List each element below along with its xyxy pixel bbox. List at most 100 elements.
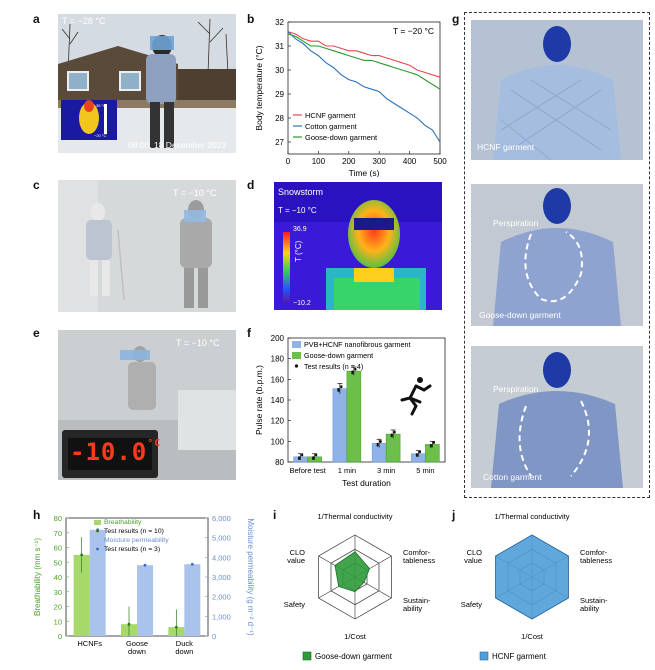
legend-label: Goose-down garment xyxy=(305,133,378,142)
radar-area xyxy=(495,534,569,620)
chart-b: 0 100 200 300 400 500 27 28 29 30 31 32 Time (s) Body… xyxy=(250,12,450,178)
data-point xyxy=(429,443,432,447)
y-tick-label: 29 xyxy=(275,90,284,99)
x-tick-label: 5 min xyxy=(416,466,434,475)
y-axis-label: Pulse rate (b.p.m.) xyxy=(254,365,264,435)
legend-point-marker xyxy=(96,547,99,551)
x-axis-label: Test duration xyxy=(342,478,391,488)
led-display-value: -10.0°C xyxy=(70,438,161,466)
legend-point-marker xyxy=(96,529,99,533)
radar-axis-label: Comfor- xyxy=(580,548,608,557)
y-tick-label: 27 xyxy=(275,138,284,147)
legend-swatch xyxy=(94,520,101,525)
x-tick-label: down xyxy=(128,647,146,656)
temperature-label: T = −28 °C xyxy=(62,16,106,26)
data-point xyxy=(390,433,393,436)
scale-title: T (°C) xyxy=(294,240,303,262)
y-tick-label-right: 2,000 xyxy=(212,593,231,602)
chart-f: 80 100 120 140 160 180 200 Pulse rate (b.p.m.) T… xyxy=(250,328,450,496)
y-tick-label-right: 3,000 xyxy=(212,573,231,582)
series-line xyxy=(287,33,441,90)
y-tick-label: 32 xyxy=(275,18,284,27)
thermal-scale-high: 35 °C xyxy=(96,103,107,108)
legend-label: Test results (n = 3) xyxy=(104,546,160,553)
legend-label: PVB+HCNF nanofibrous garment xyxy=(304,340,410,349)
data-point xyxy=(393,430,396,433)
x-tick-label: 100 xyxy=(312,157,326,166)
data-point xyxy=(432,441,435,444)
radar-axis-label: ability xyxy=(580,604,599,613)
data-point xyxy=(415,454,418,457)
data-point xyxy=(143,563,147,567)
bar-moisture xyxy=(137,565,153,636)
x-axis-label: Time (s) xyxy=(349,168,380,177)
y-tick-label-left: 50 xyxy=(54,558,62,567)
garment-label: HCNF garment xyxy=(477,142,535,152)
radar-axis-label: 1/Cost xyxy=(344,632,367,641)
led-number: -10.0 xyxy=(70,438,148,466)
legend-swatch xyxy=(302,651,312,661)
data-point xyxy=(379,440,382,443)
temperature-label: T = −20 °C xyxy=(393,26,434,36)
legend-swatch xyxy=(94,538,101,543)
data-point xyxy=(337,389,340,392)
y-axis-label-right: Moisture permeability (g m⁻² d⁻¹) xyxy=(246,518,255,636)
y-tick-label-right: 6,000 xyxy=(212,514,231,523)
legend-label: HCNF garment xyxy=(305,111,356,120)
data-point xyxy=(418,450,421,453)
y-tick-label-right: 5,000 xyxy=(212,534,231,543)
panel-letter-f: f xyxy=(247,326,251,340)
data-point xyxy=(298,456,301,459)
y-tick-label-right: 1,000 xyxy=(212,612,231,621)
led-unit: °C xyxy=(147,438,162,449)
radar-axis-label: Safety xyxy=(284,600,306,609)
radar-axis-label: 1/Cost xyxy=(521,632,544,641)
radar-axis-label: Comfor- xyxy=(403,548,431,557)
data-point xyxy=(312,456,315,459)
legend-label: Cotton garment xyxy=(305,122,358,131)
runner-head xyxy=(417,377,423,383)
x-tick-label: 1 min xyxy=(338,466,356,475)
data-point xyxy=(351,372,354,375)
x-tick-label: 300 xyxy=(373,157,387,166)
goose-down-garment-photo: Perspiration Goose-down garment xyxy=(471,184,643,326)
y-tick-label-left: 10 xyxy=(54,617,62,626)
data-point xyxy=(376,442,379,446)
legend-swatch xyxy=(292,341,301,348)
radar-axis-label: CLO xyxy=(290,548,306,557)
data-point xyxy=(429,445,432,448)
radar-axis-label: 1/Thermal conductivity xyxy=(494,512,569,521)
panel-letter-i: i xyxy=(273,508,277,522)
cotton-garment-photo: Perspiration Cotton garment xyxy=(471,346,643,488)
x-tick-label: 3 min xyxy=(377,466,395,475)
radar-axis-label: CLO xyxy=(467,548,483,557)
thermal-scale-low: −20 °C xyxy=(94,133,107,138)
x-tick-label: Before test xyxy=(289,466,326,475)
y-tick-label-left: 70 xyxy=(54,529,62,538)
chart-i: 1/Thermal conductivity Comfor-tableness Su… xyxy=(275,505,445,665)
y-tick-label: 120 xyxy=(271,417,285,426)
bar xyxy=(385,433,401,463)
radar-axis-label: 1/Thermal conductivity xyxy=(317,512,392,521)
y-axis-label-left: Breathability (mm s⁻¹) xyxy=(33,538,42,616)
legend-label: Test results (n = 4) xyxy=(304,362,363,371)
radar-axis-label: ability xyxy=(403,604,422,613)
chart-j: 1/Thermal conductivity Comfor-tableness Su… xyxy=(452,505,622,665)
runner-icon xyxy=(400,377,432,416)
y-tick-label: 160 xyxy=(271,375,285,384)
y-tick-label: 140 xyxy=(271,396,285,405)
radar-area xyxy=(334,551,371,593)
data-point xyxy=(354,367,357,370)
data-point xyxy=(376,444,379,447)
condition-label: Snowstorm xyxy=(278,187,324,197)
y-tick-label: 28 xyxy=(275,114,284,123)
x-tick-label: down xyxy=(175,647,193,656)
bar xyxy=(332,388,348,463)
panel-letter-a: a xyxy=(33,12,40,26)
data-point xyxy=(312,457,315,460)
panel-letter-h: h xyxy=(33,508,41,522)
data-point xyxy=(340,385,343,388)
data-point xyxy=(390,435,393,438)
perspiration-label: Perspiration xyxy=(493,384,539,394)
radar-axis-label: Sustain- xyxy=(403,596,431,605)
